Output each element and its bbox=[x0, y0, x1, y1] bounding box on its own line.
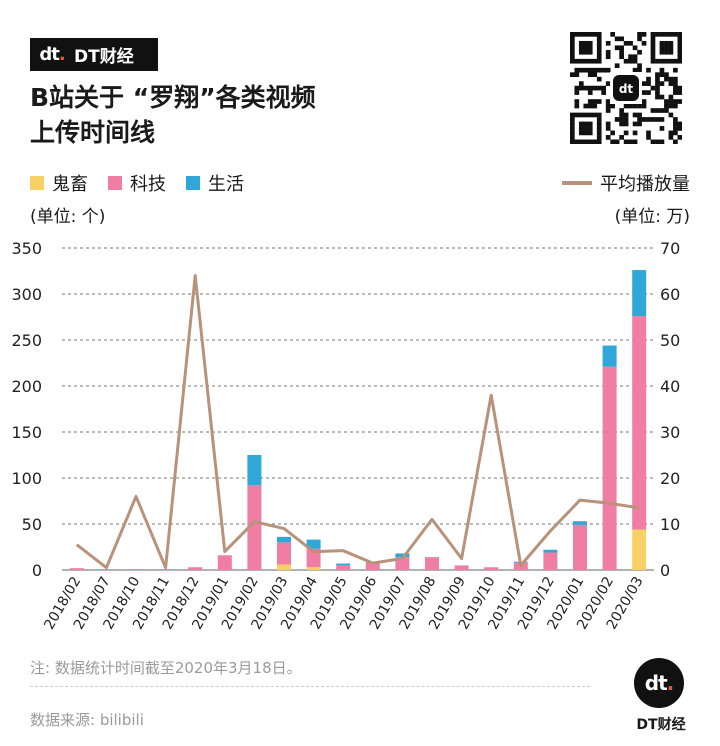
legend-item-guichu: 鬼畜 bbox=[30, 170, 88, 196]
bar-shenghuo bbox=[306, 539, 321, 549]
bar-shenghuo bbox=[395, 553, 410, 558]
bar-keji bbox=[188, 567, 203, 570]
bar-shenghuo bbox=[247, 455, 262, 486]
y2-tick-label: 60 bbox=[660, 285, 680, 304]
legend-line-label: 平均播放量 bbox=[600, 174, 690, 195]
bar-keji bbox=[543, 552, 558, 570]
legend-swatch-shenghuo bbox=[186, 176, 200, 190]
bar-shenghuo bbox=[602, 345, 617, 367]
legend-swatch-guichu bbox=[30, 176, 44, 190]
title-line-1: B站关于 “罗翔”各类视频 bbox=[30, 83, 316, 112]
bar-keji bbox=[365, 561, 380, 570]
source-note: 数据来源: bilibili bbox=[30, 711, 144, 729]
y-tick-label: 0 bbox=[32, 561, 42, 580]
y-tick-label: 150 bbox=[11, 423, 42, 442]
qr-code: dt bbox=[570, 32, 682, 144]
legend-item-shenghuo: 生活 bbox=[186, 170, 244, 196]
bar-keji bbox=[69, 568, 84, 570]
bar-keji bbox=[277, 542, 291, 565]
legend-line: 平均播放量 bbox=[562, 170, 690, 196]
qr-logo: dt bbox=[619, 82, 634, 96]
title-line-2: 上传时间线 bbox=[30, 118, 156, 147]
bar-keji bbox=[336, 565, 351, 570]
y2-tick-label: 0 bbox=[660, 561, 670, 580]
bar-guichu bbox=[632, 529, 647, 570]
y-tick-label: 250 bbox=[11, 331, 42, 350]
bar-keji bbox=[247, 485, 262, 570]
chart-title: B站关于 “罗翔”各类视频 上传时间线 bbox=[30, 80, 450, 150]
bar-shenghuo bbox=[573, 521, 587, 525]
bar-keji bbox=[454, 565, 469, 570]
bar-guichu bbox=[306, 567, 321, 570]
y-tick-label: 50 bbox=[22, 515, 42, 534]
bar-keji bbox=[484, 567, 499, 570]
bar-keji bbox=[602, 366, 617, 570]
bar-shenghuo bbox=[543, 549, 558, 553]
brand-badge: dt. DT财经 bbox=[30, 38, 158, 71]
y2-tick-label: 70 bbox=[660, 239, 680, 258]
bar-keji bbox=[425, 557, 439, 570]
y2-tick-label: 20 bbox=[660, 469, 680, 488]
line-avg-views bbox=[75, 274, 640, 570]
legend-line-swatch bbox=[562, 181, 592, 185]
y2-tick-label: 10 bbox=[660, 515, 680, 534]
bar-shenghuo bbox=[336, 563, 351, 566]
y-tick-label: 300 bbox=[11, 285, 42, 304]
y-tick-label: 200 bbox=[11, 377, 42, 396]
bar-keji bbox=[573, 524, 587, 570]
bar-keji bbox=[217, 555, 232, 570]
footnote: 注: 数据统计时间截至2020年3月18日。 bbox=[30, 659, 302, 677]
y2-tick-label: 30 bbox=[660, 423, 680, 442]
bar-shenghuo bbox=[632, 270, 647, 317]
y-tick-label: 100 bbox=[11, 469, 42, 488]
bar-keji bbox=[99, 569, 114, 570]
bar-keji bbox=[632, 316, 647, 530]
y2-tick-label: 50 bbox=[660, 331, 680, 350]
brand-name: DT财经 bbox=[74, 47, 134, 67]
right-axis-unit: (单位: 万) bbox=[614, 207, 690, 227]
legend-item-keji: 科技 bbox=[108, 170, 166, 196]
chart-area: 0501001502002503003500102030405060702018… bbox=[11, 239, 680, 632]
legend-swatch-keji bbox=[108, 176, 122, 190]
y2-tick-label: 40 bbox=[660, 377, 680, 396]
bar-keji bbox=[158, 569, 173, 570]
corner-brand-name: DT财经 bbox=[636, 717, 686, 733]
corner-logo: dt. bbox=[634, 658, 684, 708]
legend: 鬼畜 科技 生活 bbox=[30, 170, 264, 196]
brand-logo: dt. bbox=[39, 44, 65, 65]
y-tick-label: 350 bbox=[11, 239, 42, 258]
left-axis-unit: (单位: 个) bbox=[30, 207, 106, 227]
bar-keji bbox=[306, 548, 321, 568]
bar-guichu bbox=[277, 564, 291, 570]
divider bbox=[30, 686, 590, 687]
bar-keji bbox=[129, 569, 143, 570]
bar-shenghuo bbox=[277, 536, 291, 543]
